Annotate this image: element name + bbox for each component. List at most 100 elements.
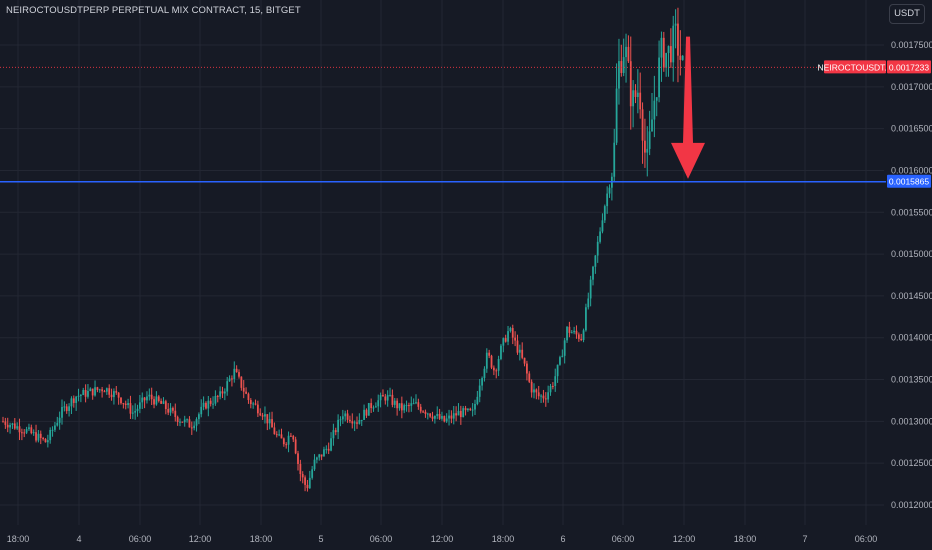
candle-body bbox=[386, 394, 389, 401]
candle-body bbox=[18, 426, 21, 433]
candle-body bbox=[549, 385, 552, 393]
x-tick-label: 12:00 bbox=[189, 534, 212, 544]
candle-body bbox=[488, 352, 491, 356]
candle-body bbox=[162, 401, 165, 404]
candle-body bbox=[353, 422, 356, 424]
candle-body bbox=[396, 400, 399, 409]
candle-body bbox=[223, 391, 226, 394]
candle-body bbox=[209, 400, 212, 404]
candle-body bbox=[577, 334, 580, 339]
last-price-tag bbox=[887, 60, 931, 74]
candle-body bbox=[138, 402, 141, 409]
candle-body bbox=[389, 394, 391, 396]
candle-body bbox=[594, 255, 597, 267]
candle-body bbox=[247, 393, 250, 401]
candle-body bbox=[408, 405, 410, 407]
candle-body bbox=[146, 396, 148, 401]
candle-body bbox=[523, 357, 526, 364]
candle-body bbox=[323, 449, 325, 457]
candle-body bbox=[542, 395, 545, 399]
candle-body bbox=[54, 425, 56, 430]
down-arrow-icon[interactable] bbox=[671, 36, 705, 179]
candle-body bbox=[483, 368, 486, 379]
candle-body bbox=[575, 330, 578, 335]
candle-body bbox=[28, 427, 30, 430]
candle-body bbox=[16, 426, 19, 429]
candle-body bbox=[507, 331, 509, 342]
candle-body bbox=[228, 378, 231, 382]
candle-body bbox=[474, 403, 476, 410]
candle-body bbox=[349, 419, 351, 422]
arrow-shape bbox=[671, 36, 705, 179]
candle-body bbox=[615, 88, 618, 143]
x-tick-label: 06:00 bbox=[370, 534, 393, 544]
candle-body bbox=[68, 406, 70, 411]
candle-body bbox=[82, 390, 85, 395]
candle-body bbox=[632, 90, 635, 107]
candle-body bbox=[308, 477, 311, 489]
y-tick-label: 0.0016500 bbox=[891, 124, 932, 134]
candle-body bbox=[252, 403, 255, 405]
candle-body bbox=[398, 403, 401, 409]
x-tick-label: 06:00 bbox=[612, 534, 635, 544]
candle-body bbox=[566, 326, 568, 341]
candle-body bbox=[346, 413, 349, 420]
candle-body bbox=[238, 372, 240, 377]
candle-body bbox=[77, 395, 80, 397]
candle-body bbox=[179, 421, 181, 423]
candle-body bbox=[280, 434, 283, 439]
candle-body bbox=[450, 415, 453, 419]
candle-body bbox=[429, 413, 432, 417]
candle-body bbox=[65, 406, 68, 411]
candle-body bbox=[301, 474, 304, 478]
candle-body bbox=[35, 432, 37, 441]
candle-body bbox=[318, 454, 321, 458]
candle-body bbox=[273, 427, 276, 435]
candle-body bbox=[261, 415, 264, 417]
candle-body bbox=[667, 46, 670, 54]
candle-body bbox=[393, 400, 396, 405]
x-tick-label: 18:00 bbox=[492, 534, 515, 544]
x-tick-label: 7 bbox=[802, 534, 807, 544]
candle-body bbox=[485, 352, 488, 369]
candle-body bbox=[290, 435, 292, 437]
candle-body bbox=[190, 427, 193, 429]
candle-body bbox=[113, 391, 115, 398]
chart-grid bbox=[0, 0, 884, 525]
candle-body bbox=[148, 394, 151, 397]
level-price-tag bbox=[887, 174, 931, 188]
candle-body bbox=[360, 419, 363, 421]
candle-body bbox=[136, 408, 139, 412]
x-tick-label: 12:00 bbox=[431, 534, 454, 544]
candle-body bbox=[341, 416, 344, 420]
candle-body bbox=[521, 349, 524, 358]
candle-body bbox=[462, 408, 465, 418]
candle-body bbox=[514, 337, 517, 341]
candle-body bbox=[231, 378, 233, 380]
candle-body bbox=[410, 403, 413, 406]
candle-body bbox=[256, 404, 259, 414]
candle-body bbox=[311, 469, 314, 478]
candle-body bbox=[202, 402, 205, 407]
candle-body bbox=[495, 370, 498, 372]
candle-body bbox=[547, 392, 550, 400]
candle-body bbox=[681, 55, 684, 60]
candle-body bbox=[384, 396, 387, 401]
candle-body bbox=[46, 440, 49, 443]
candle-body bbox=[478, 385, 481, 397]
currency-button[interactable]: USDT bbox=[889, 4, 925, 24]
candle-body bbox=[37, 433, 40, 441]
time-axis[interactable]: 18:00 4 06:00 12:00 18:00 5 06:00 12:00 18:00 6 06… bbox=[7, 534, 878, 544]
candle-body bbox=[61, 406, 63, 418]
candle-body bbox=[530, 381, 533, 393]
candle-body bbox=[282, 438, 285, 445]
candle-body bbox=[249, 400, 252, 405]
candle-body bbox=[221, 391, 224, 394]
candle-body bbox=[568, 326, 571, 333]
candle-body bbox=[415, 402, 417, 404]
candle-body bbox=[452, 413, 455, 419]
candle-body bbox=[443, 416, 446, 422]
price-axis[interactable]: 0.0012000 0.0012500 0.0013000 0.0013500 0.00… bbox=[891, 40, 932, 510]
x-tick-label: 5 bbox=[318, 534, 323, 544]
